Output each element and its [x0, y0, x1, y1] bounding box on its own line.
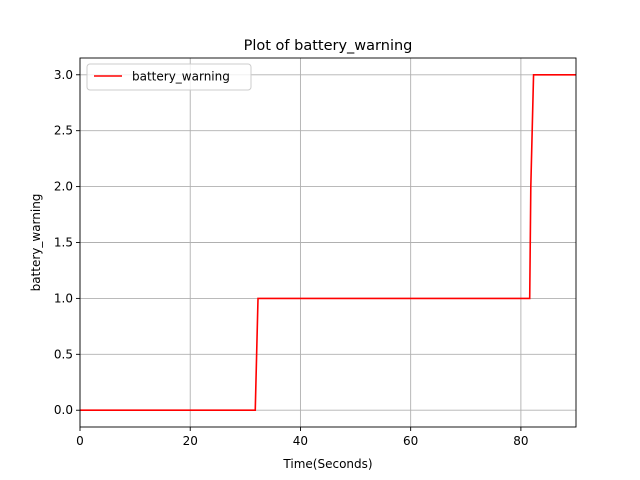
series-layer: [80, 73, 576, 412]
series-line-battery-warning: [80, 73, 576, 412]
y-tick-label: 2.5: [54, 124, 73, 138]
legend-label: battery_warning: [132, 70, 230, 84]
x-tick-label: 60: [403, 434, 418, 448]
x-tick-label: 20: [183, 434, 198, 448]
x-tick-label: 80: [513, 434, 528, 448]
x-tick-label: 0: [76, 434, 84, 448]
y-tick-label: 0.0: [54, 403, 73, 417]
x-tick-label: 40: [293, 434, 308, 448]
y-tick-label: 3.0: [54, 68, 73, 82]
y-tick-label: 0.5: [54, 347, 73, 361]
legend-box: [86, 63, 252, 91]
y-tick-label: 2.0: [54, 180, 73, 194]
tick-layer: 0 20 40 60 80 0.0 0.5 1.0 1.5 2.0 2.5 3.0: [54, 68, 529, 448]
y-axis-title: battery_warning: [29, 194, 43, 292]
chart-title: Plot of battery_warning: [244, 38, 413, 54]
legend: battery_warning: [86, 63, 252, 91]
x-axis-title: Time(Seconds): [282, 457, 372, 471]
y-tick-label: 1.5: [54, 236, 73, 250]
y-tick-label: 1.0: [54, 291, 73, 305]
